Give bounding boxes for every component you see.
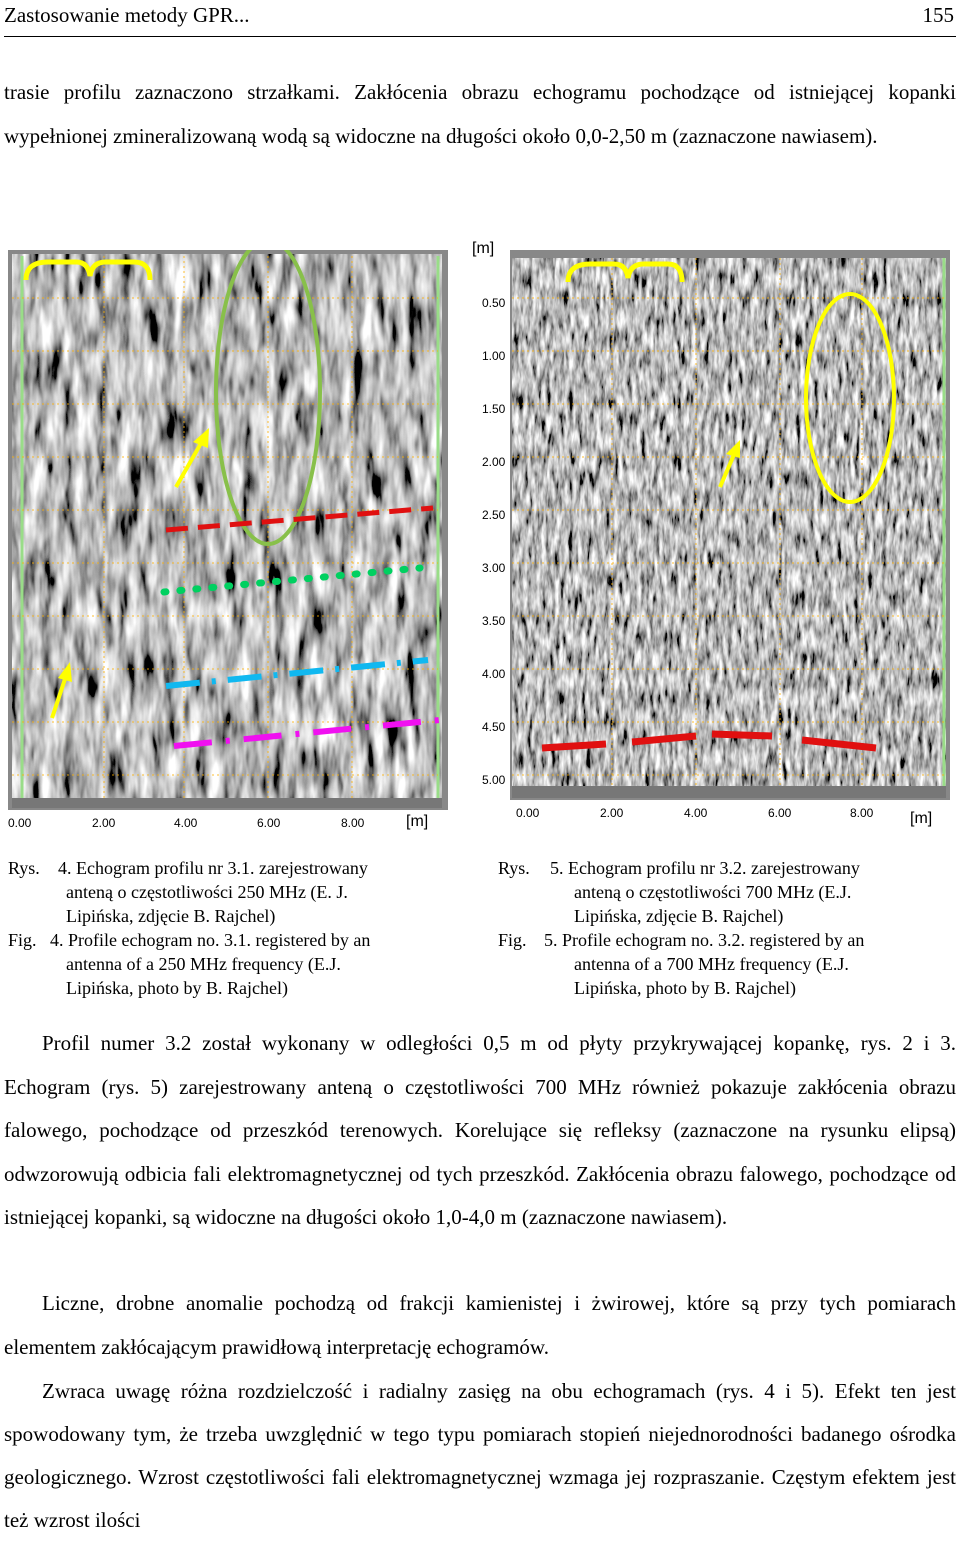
depth-tick: 1.00 bbox=[482, 349, 506, 363]
depth-tick: 5.00 bbox=[482, 773, 506, 787]
caption-label: Fig. bbox=[8, 930, 37, 950]
page-number: 155 bbox=[922, 3, 955, 27]
caption-line: antenna of a 250 MHz frequency (E.J. bbox=[66, 954, 341, 974]
caption-line: Lipińska, zdjęcie B. Rajchel) bbox=[66, 906, 276, 926]
reflector-line-red bbox=[541, 730, 877, 752]
caption-label: Fig. bbox=[498, 930, 527, 950]
caption-line: Lipińska, zdjęcie B. Rajchel) bbox=[574, 906, 784, 926]
caption-line: antenna of a 700 MHz frequency (E.J. bbox=[574, 954, 849, 974]
echogram-right-image bbox=[510, 250, 950, 800]
distance-tick: 0.00 bbox=[8, 816, 32, 830]
paragraph-profile-3-2: Profil numer 3.2 został wykonany w odleg… bbox=[4, 1031, 956, 1229]
echogram-right: 0.00 2.00 4.00 6.00 8.00 [m] bbox=[510, 250, 950, 827]
ellipse-annotation bbox=[804, 292, 896, 504]
bracket-annotation bbox=[565, 261, 685, 283]
running-header: Zastosowanie metody GPR... 155 bbox=[4, 0, 956, 37]
figure-caption-left: Rys. 4. Echogram profilu nr 3.1. zarejest… bbox=[8, 856, 454, 1000]
figure-caption-right: Rys. 5. Echogram profilu nr 3.2. zarejest… bbox=[498, 856, 948, 1000]
depth-tick: 0.50 bbox=[482, 296, 506, 310]
caption-line: 5. Profile echogram no. 3.2. registered … bbox=[544, 930, 865, 950]
arrow-annotation bbox=[174, 437, 206, 488]
depth-tick: 2.50 bbox=[482, 508, 506, 522]
reflector-line-red bbox=[165, 505, 434, 533]
caption-label: Rys. bbox=[498, 858, 530, 878]
distance-tick: 8.00 bbox=[850, 806, 874, 820]
depth-tick: 2.00 bbox=[482, 455, 506, 469]
distance-unit-label: [m] bbox=[406, 813, 429, 830]
paragraph-intro: trasie profilu zaznaczono strzałkami. Za… bbox=[4, 80, 956, 148]
caption-line: 5. Echogram profilu nr 3.2. zarejestrowa… bbox=[550, 858, 860, 878]
echogram-left-image bbox=[8, 250, 448, 810]
depth-tick: 1.50 bbox=[482, 402, 506, 416]
arrow-head bbox=[726, 440, 740, 458]
ellipse-annotation bbox=[214, 250, 322, 546]
echogram-left: 0.00 2.00 4.00 6.00 8.00 [m] bbox=[8, 250, 448, 830]
grid-lines bbox=[12, 256, 438, 798]
distance-tick: 2.00 bbox=[600, 806, 624, 820]
running-title: Zastosowanie metody GPR... bbox=[4, 3, 250, 27]
distance-tick: 2.00 bbox=[92, 816, 116, 830]
reflector-line-magenta bbox=[173, 717, 441, 749]
arrow-annotation bbox=[718, 449, 738, 488]
distance-unit-label: [m] bbox=[910, 810, 933, 827]
caption-line: Lipińska, photo by B. Rajchel) bbox=[66, 978, 288, 998]
depth-tick: 4.50 bbox=[482, 720, 506, 734]
distance-tick: 4.00 bbox=[174, 816, 198, 830]
depth-tick: 3.50 bbox=[482, 614, 506, 628]
depth-unit-label: [m] bbox=[472, 240, 495, 257]
caption-line: 4. Profile echogram no. 3.1. registered … bbox=[50, 930, 371, 950]
arrow-head bbox=[58, 662, 72, 682]
caption-line: anteną o częstotliwości 250 MHz (E. J. bbox=[66, 882, 348, 902]
reflector-line-green bbox=[160, 564, 424, 596]
arrow-head bbox=[193, 428, 209, 448]
depth-tick: 3.00 bbox=[482, 561, 506, 575]
paragraph-anomalies: Liczne, drobne anomalie pochodzą od frak… bbox=[4, 1291, 956, 1359]
grid-lines bbox=[512, 258, 944, 786]
distance-tick: 0.00 bbox=[516, 806, 540, 820]
distance-tick: 6.00 bbox=[257, 816, 281, 830]
caption-line: 4. Echogram profilu nr 3.1. zarejestrowa… bbox=[58, 858, 368, 878]
reflector-line-cyan bbox=[165, 657, 429, 689]
paragraph-resolution: Zwraca uwagę różna rozdzielczość i radia… bbox=[4, 1379, 956, 1532]
depth-tick: 4.00 bbox=[482, 667, 506, 681]
distance-tick: 8.00 bbox=[341, 816, 365, 830]
caption-line: anteną o częstotliwości 700 MHz (E.J. bbox=[574, 882, 852, 902]
distance-tick: 4.00 bbox=[684, 806, 708, 820]
distance-tick: 6.00 bbox=[768, 806, 792, 820]
bracket-annotation bbox=[23, 259, 153, 281]
caption-label: Rys. bbox=[8, 858, 40, 878]
caption-line: Lipińska, photo by B. Rajchel) bbox=[574, 978, 796, 998]
